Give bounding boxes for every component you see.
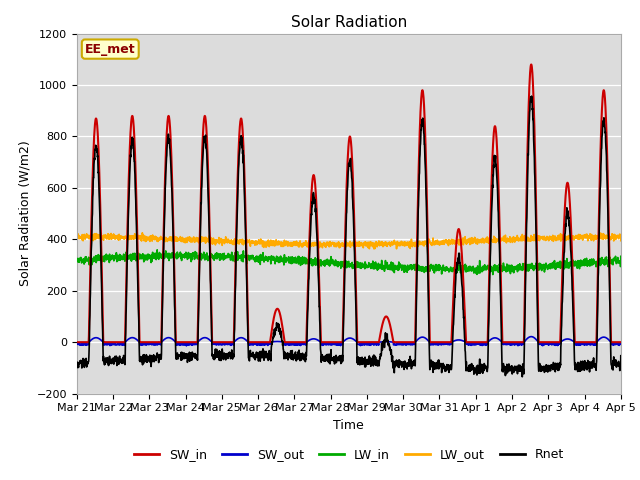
Line: LW_out: LW_out bbox=[77, 233, 621, 249]
SW_in bbox=[507, 339, 515, 345]
LW_in bbox=[225, 254, 232, 260]
Rnet bbox=[584, 363, 592, 369]
SW_out bbox=[584, 341, 592, 347]
LW_out bbox=[508, 236, 515, 242]
Line: SW_in: SW_in bbox=[77, 64, 621, 342]
LW_out bbox=[584, 234, 592, 240]
SW_in bbox=[376, 332, 384, 338]
Rnet bbox=[507, 366, 515, 372]
LW_out bbox=[370, 246, 378, 252]
SW_out bbox=[570, 338, 577, 344]
SW_out bbox=[376, 339, 384, 345]
SW_out bbox=[73, 341, 81, 347]
LW_out bbox=[570, 233, 577, 239]
LW_in bbox=[508, 263, 515, 268]
Line: LW_in: LW_in bbox=[77, 250, 621, 275]
LW_in bbox=[584, 260, 592, 266]
Line: Rnet: Rnet bbox=[77, 96, 621, 377]
Rnet bbox=[376, 356, 384, 361]
Line: SW_out: SW_out bbox=[77, 336, 621, 346]
Rnet bbox=[73, 361, 81, 367]
Rnet bbox=[528, 93, 536, 99]
SW_in bbox=[365, 339, 372, 345]
LW_out bbox=[377, 242, 385, 248]
Rnet bbox=[225, 354, 232, 360]
Title: Solar Radiation: Solar Radiation bbox=[291, 15, 407, 30]
LW_out bbox=[73, 232, 81, 238]
SW_in bbox=[617, 339, 625, 345]
Rnet bbox=[365, 359, 372, 365]
Rnet bbox=[617, 353, 625, 359]
LW_in bbox=[617, 253, 625, 259]
Y-axis label: Solar Radiation (W/m2): Solar Radiation (W/m2) bbox=[18, 141, 31, 287]
LW_in bbox=[73, 256, 81, 262]
Text: EE_met: EE_met bbox=[85, 43, 136, 56]
SW_in bbox=[73, 339, 81, 345]
SW_out bbox=[225, 341, 232, 347]
LW_in bbox=[154, 247, 161, 252]
SW_in bbox=[584, 339, 592, 345]
X-axis label: Time: Time bbox=[333, 419, 364, 432]
LW_out bbox=[225, 239, 232, 244]
SW_out bbox=[507, 341, 515, 347]
SW_out bbox=[182, 343, 190, 349]
Rnet bbox=[518, 374, 526, 380]
Rnet bbox=[570, 317, 577, 323]
SW_out bbox=[527, 334, 535, 339]
SW_in bbox=[569, 278, 577, 284]
Legend: SW_in, SW_out, LW_in, LW_out, Rnet: SW_in, SW_out, LW_in, LW_out, Rnet bbox=[129, 443, 569, 466]
LW_in bbox=[376, 262, 384, 267]
LW_in bbox=[489, 272, 497, 277]
LW_out bbox=[365, 241, 372, 247]
SW_in bbox=[527, 61, 535, 67]
LW_out bbox=[617, 238, 625, 243]
LW_in bbox=[570, 263, 577, 269]
SW_out bbox=[365, 342, 372, 348]
SW_in bbox=[225, 339, 232, 345]
LW_in bbox=[365, 262, 372, 267]
LW_out bbox=[138, 230, 146, 236]
SW_out bbox=[617, 341, 625, 347]
